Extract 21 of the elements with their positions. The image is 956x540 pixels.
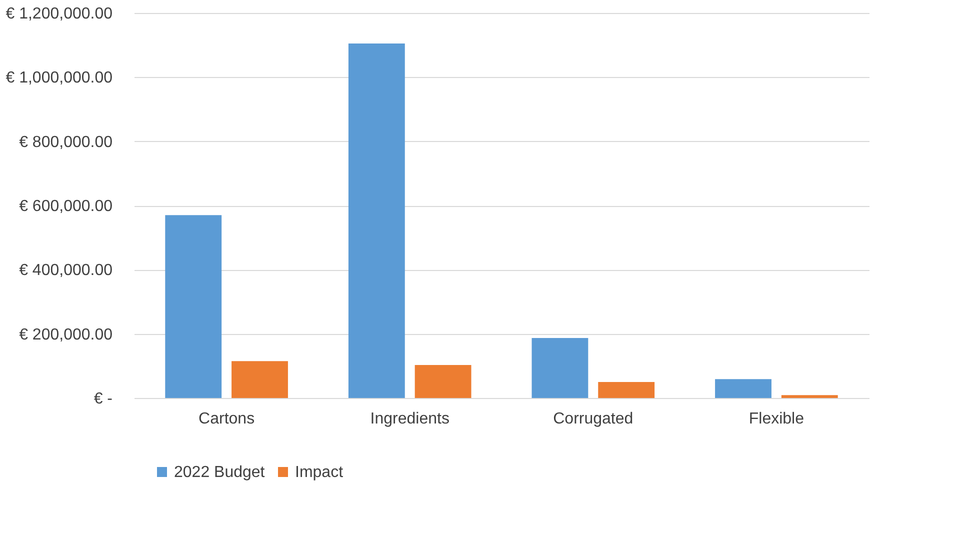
x-tick-label: Cartons <box>198 410 255 428</box>
x-tick-label: Ingredients <box>370 410 450 428</box>
bar <box>414 364 472 398</box>
bar <box>781 395 838 398</box>
y-tick-label: € 1,000,000.00 <box>6 70 113 87</box>
y-tick-label: € 400,000.00 <box>19 262 113 280</box>
bar <box>598 382 655 398</box>
bar <box>165 215 222 398</box>
bar <box>232 361 288 398</box>
y-tick-label: € - <box>94 390 112 408</box>
y-tick-label: € 1,200,000.00 <box>6 6 113 22</box>
y-tick-label: € 600,000.00 <box>19 198 113 215</box>
bar <box>532 338 588 398</box>
legend-label: 2022 Budget <box>174 464 266 481</box>
y-tick-label: € 200,000.00 <box>19 326 113 344</box>
x-tick-label: Corrugated <box>553 410 634 428</box>
bar <box>715 379 772 398</box>
bar <box>348 43 405 398</box>
y-tick-label: € 800,000.00 <box>19 134 113 151</box>
x-tick-label: Flexible <box>748 410 804 428</box>
legend-label: Impact <box>295 464 344 481</box>
